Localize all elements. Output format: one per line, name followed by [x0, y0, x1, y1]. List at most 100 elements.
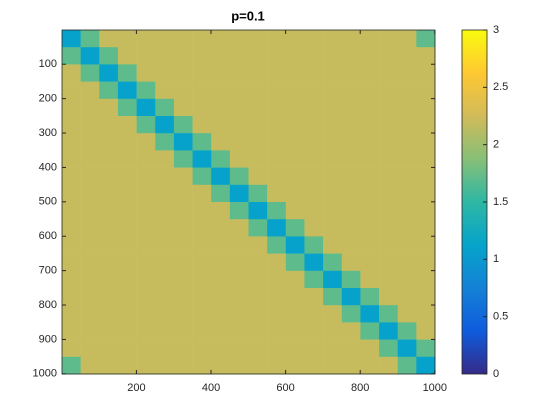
heat-cell	[416, 30, 436, 48]
heat-cell	[416, 47, 436, 65]
heat-cell	[304, 288, 324, 306]
heat-cell	[173, 150, 193, 168]
heat-cell	[117, 30, 137, 48]
heat-cell	[99, 167, 119, 186]
heat-cell	[99, 202, 119, 220]
heat-cell	[173, 339, 193, 358]
heat-cell	[379, 356, 398, 375]
heat-cell	[360, 150, 380, 168]
heat-cell	[416, 81, 436, 100]
heat-cell	[267, 167, 287, 186]
heat-cell	[341, 30, 361, 48]
heat-cell	[285, 270, 305, 289]
heat-cell	[397, 305, 417, 323]
heat-cell	[267, 150, 287, 168]
heat-cell	[136, 305, 156, 323]
heat-cell	[80, 339, 100, 358]
heat-cell	[155, 167, 175, 186]
heat-cell	[248, 202, 268, 220]
heat-cell	[211, 133, 231, 151]
heat-cell	[416, 322, 436, 340]
heat-cell	[211, 202, 231, 220]
heat-cell	[229, 47, 249, 65]
heat-cell	[248, 322, 268, 340]
heat-cell	[80, 184, 100, 203]
heat-cell	[117, 270, 137, 289]
heat-cell	[192, 150, 212, 168]
heat-cell	[397, 30, 417, 48]
heat-cell	[117, 339, 137, 358]
heat-cell	[192, 116, 212, 134]
heat-cell	[211, 150, 231, 168]
y-tick-label: 1000	[33, 368, 57, 380]
heat-cell	[379, 116, 398, 134]
heat-cell	[211, 253, 231, 272]
heat-cell	[360, 339, 380, 358]
heat-cell	[173, 253, 193, 272]
heat-cell	[248, 236, 268, 254]
heat-cell	[360, 202, 380, 220]
heat-cell	[341, 305, 361, 323]
heat-cell	[229, 184, 249, 203]
y-tick-label: 700	[39, 265, 57, 277]
heat-cell	[99, 116, 119, 134]
heat-cell	[267, 322, 287, 340]
heat-cell	[136, 219, 156, 237]
heat-cell	[117, 150, 137, 168]
heat-cell	[99, 133, 119, 151]
heat-cell	[285, 322, 305, 340]
heat-cell	[379, 47, 398, 65]
heat-cell	[397, 81, 417, 100]
heat-cell	[155, 150, 175, 168]
heat-cell	[267, 270, 287, 289]
heat-cell	[136, 288, 156, 306]
heat-cell	[397, 288, 417, 306]
heat-cell	[136, 133, 156, 151]
heat-cell	[62, 288, 81, 306]
heat-cell	[248, 81, 268, 100]
heat-cell	[416, 64, 436, 82]
heat-cell	[323, 305, 343, 323]
heat-cell	[267, 253, 287, 272]
heat-cell	[267, 202, 287, 220]
colorbar-tick-label: 0	[493, 368, 499, 380]
heat-cell	[360, 184, 380, 203]
heat-cell	[229, 133, 249, 151]
heat-cell	[304, 30, 324, 48]
heat-cell	[62, 30, 81, 48]
heat-cell	[62, 47, 81, 65]
heat-cell	[211, 30, 231, 48]
heat-cell	[267, 184, 287, 203]
heat-cell	[173, 167, 193, 186]
heat-cell	[248, 64, 268, 82]
heat-cell	[62, 322, 81, 340]
heat-cell	[285, 167, 305, 186]
heat-cell	[323, 150, 343, 168]
heat-cell	[341, 288, 361, 306]
heat-cell	[136, 30, 156, 48]
heat-cell	[267, 305, 287, 323]
heat-cell	[136, 98, 156, 117]
heat-cell	[62, 219, 81, 237]
heat-cell	[80, 322, 100, 340]
heat-cell	[397, 133, 417, 151]
heat-cell	[136, 184, 156, 203]
heat-cell	[155, 47, 175, 65]
heat-cell	[99, 305, 119, 323]
heat-cell	[360, 98, 380, 117]
heat-cell	[62, 133, 81, 151]
heat-cell	[173, 288, 193, 306]
heat-cell	[62, 356, 81, 375]
heat-cell	[136, 47, 156, 65]
heat-cell	[341, 47, 361, 65]
y-tick-label: 500	[39, 196, 57, 208]
heat-cell	[136, 150, 156, 168]
heat-cell	[304, 322, 324, 340]
heat-cell	[360, 219, 380, 237]
heat-cell	[341, 202, 361, 220]
heat-cell	[285, 253, 305, 272]
heat-cell	[267, 356, 287, 375]
heat-cell	[267, 236, 287, 254]
heat-cell	[397, 47, 417, 65]
heat-cell	[229, 219, 249, 237]
